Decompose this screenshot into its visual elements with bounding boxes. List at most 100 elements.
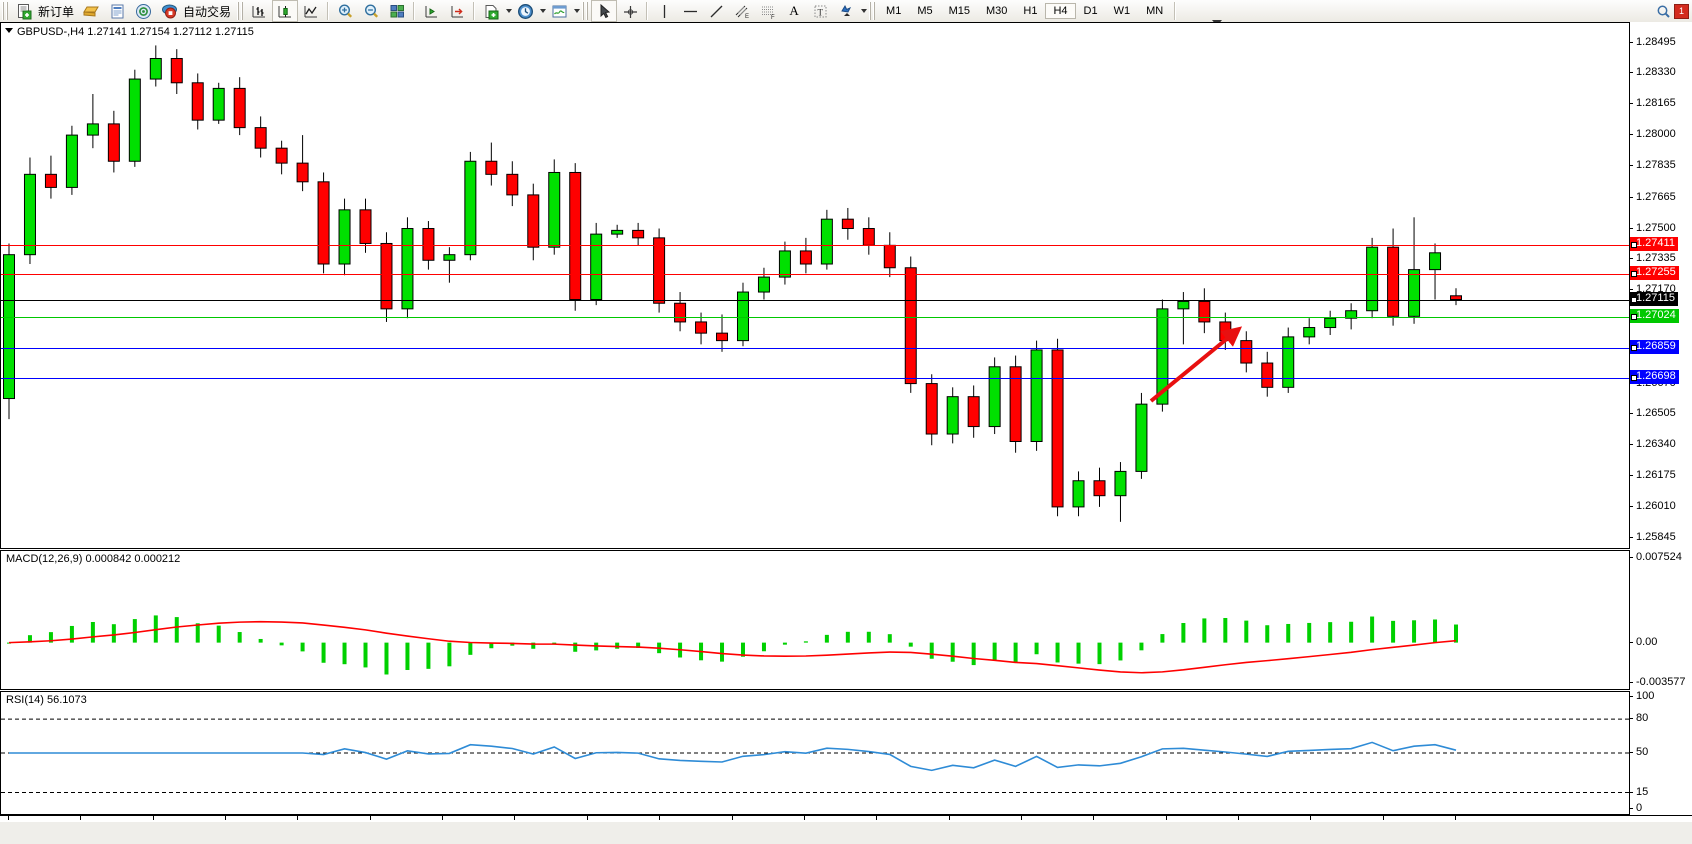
auto-scroll-icon[interactable] [444, 0, 470, 22]
autotrading-icon[interactable] [156, 0, 182, 22]
main-toolbar: 新订单 [0, 0, 1692, 23]
vertical-line-icon[interactable] [651, 0, 677, 22]
price-badge-support-1[interactable]: 1.26859 [1630, 340, 1679, 355]
bar-chart-icon[interactable] [246, 0, 272, 22]
time-tick [369, 816, 371, 820]
price-badge-pivot[interactable]: 1.27024 [1630, 309, 1679, 324]
navigator-icon[interactable] [130, 0, 156, 22]
price-tick: 1.27170 [1630, 283, 1676, 295]
templates-dropdown-caret[interactable] [574, 9, 581, 13]
text-label-icon[interactable]: T [807, 0, 833, 22]
price-badge-current-price[interactable]: 1.27115 [1630, 292, 1678, 307]
level-line-resistance-1[interactable] [1, 245, 1629, 247]
price-axis[interactable]: 1.28495 1.28330 1.28165 1.28000 1.27835 1.276… [1630, 22, 1692, 549]
zoom-out-icon[interactable] [358, 0, 384, 22]
period-dropdown-caret[interactable] [540, 9, 547, 13]
zoom-in-icon[interactable] [332, 0, 358, 22]
price-pane[interactable]: GBPUSD-,H4 1.27141 1.27154 1.27112 1.271… [0, 22, 1630, 549]
rsi-label: RSI(14) 56.1073 [6, 694, 87, 706]
svg-text:T: T [817, 7, 823, 17]
timeframe-d1[interactable]: D1 [1083, 5, 1098, 17]
time-tick [442, 816, 444, 820]
rsi-axis[interactable]: 100 80 50 15 0 [1630, 690, 1692, 815]
timeframe-m5[interactable]: M5 [917, 5, 933, 17]
data-window-icon[interactable] [104, 0, 130, 22]
time-tick [1020, 816, 1022, 820]
price-tick: 1.28000 [1630, 128, 1676, 140]
terminal-icon[interactable] [78, 0, 104, 22]
price-tick: 1.25845 [1630, 531, 1676, 543]
time-tick [803, 816, 805, 820]
macd-pane[interactable]: MACD(12,26,9) 0.000842 0.000212 [0, 550, 1630, 690]
alert-badge[interactable]: 1 [1674, 3, 1689, 19]
toolbar-grip-4[interactable] [869, 2, 877, 20]
arrows-dropdown-caret[interactable] [861, 9, 868, 13]
add-indicator-icon[interactable] [478, 0, 504, 22]
chart-area: GBPUSD-,H4 1.27141 1.27154 1.27112 1.271… [0, 22, 1692, 844]
timeframe-m30[interactable]: M30 [986, 5, 1008, 17]
search-icon[interactable] [1656, 4, 1671, 19]
timeframe-m1[interactable]: M1 [886, 5, 902, 17]
horizontal-line-icon[interactable] [677, 0, 703, 22]
toolbar-grip[interactable] [2, 2, 9, 20]
price-tick: 1.26175 [1630, 469, 1676, 481]
price-badge-resistance-2[interactable]: 1.27255 [1630, 266, 1679, 281]
price-tick: 1.27665 [1630, 191, 1676, 203]
new-order-label[interactable]: 新订单 [38, 4, 75, 19]
bullish-arrow[interactable] [1141, 323, 1251, 408]
period-clock-icon[interactable] [512, 0, 538, 22]
status-bar [0, 822, 1692, 844]
autotrading-label[interactable]: 自动交易 [183, 4, 232, 19]
timeframe-h4[interactable]: H4 [1045, 3, 1076, 19]
toolbar-grip-3[interactable] [582, 2, 590, 20]
level-line-support-2[interactable] [1, 378, 1629, 380]
grid-layout-icon[interactable] [384, 0, 410, 22]
svg-text:E: E [745, 14, 749, 20]
rsi-tick: 50 [1630, 746, 1648, 758]
rsi-tick: 0 [1630, 802, 1642, 814]
candlestick-chart-icon[interactable] [272, 0, 299, 22]
price-tick: 1.26505 [1630, 407, 1676, 419]
time-tick [1382, 816, 1384, 820]
equidistant-channel-icon[interactable]: E [729, 0, 755, 22]
chart-menu-triangle-icon[interactable] [5, 28, 13, 33]
crosshair-icon[interactable] [617, 0, 643, 22]
level-line-resistance-2[interactable] [1, 274, 1629, 276]
macd-tick: 0.007524 [1630, 551, 1682, 563]
indicator-dropdown-caret[interactable] [506, 9, 513, 13]
arrows-icon[interactable] [833, 0, 859, 22]
time-tick [225, 816, 227, 820]
toolbar-grip-2[interactable] [237, 2, 245, 20]
templates-icon[interactable] [546, 0, 572, 22]
timeframe-w1[interactable]: W1 [1113, 5, 1131, 17]
symbol-header: GBPUSD-,H4 1.27141 1.27154 1.27112 1.271… [5, 26, 254, 38]
trendline-icon[interactable] [703, 0, 729, 22]
time-tick [80, 816, 82, 820]
price-badge-resistance-1[interactable]: 1.27411 [1630, 237, 1678, 252]
macd-tick: 0.00 [1630, 636, 1657, 648]
chart-shift-icon[interactable] [418, 0, 444, 22]
level-line-current-price[interactable] [1, 300, 1629, 302]
price-badge-support-2[interactable]: 1.26698 [1630, 370, 1679, 385]
time-tick [152, 816, 154, 820]
svg-text:F: F [771, 15, 775, 20]
new-order-icon[interactable] [11, 0, 37, 22]
timeframe-m15[interactable]: M15 [948, 5, 970, 17]
level-line-pivot[interactable] [1, 317, 1629, 319]
time-tick [1455, 816, 1456, 820]
level-line-support-1[interactable] [1, 348, 1629, 350]
time-tick [586, 816, 588, 820]
line-chart-icon[interactable] [298, 0, 324, 22]
macd-axis[interactable]: 0.007524 0.00 -0.003577 [1630, 550, 1692, 690]
cursor-icon[interactable] [591, 0, 618, 22]
macd-series [7, 615, 1458, 675]
fibonacci-icon[interactable]: F [755, 0, 781, 22]
text-icon[interactable]: A [789, 3, 799, 18]
time-tick [948, 816, 950, 820]
rsi-tick: 80 [1630, 712, 1648, 724]
timeframe-h1[interactable]: H1 [1023, 5, 1038, 17]
time-tick [297, 816, 299, 820]
timeframe-mn[interactable]: MN [1146, 5, 1164, 17]
rsi-pane[interactable]: RSI(14) 56.1073 [0, 691, 1630, 815]
